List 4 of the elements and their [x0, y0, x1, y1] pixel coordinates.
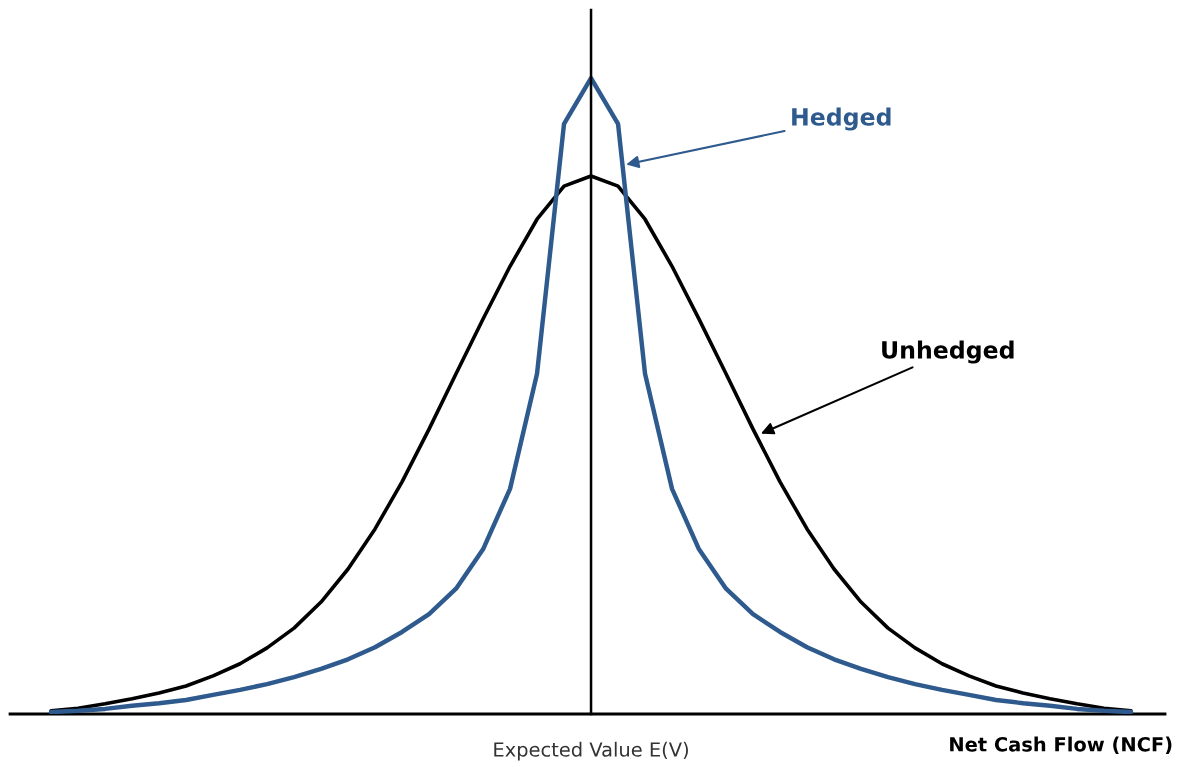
text: Unhedged: [882, 340, 1014, 364]
text: Expected Value E(V): [494, 741, 688, 761]
x-axis-title: Net Cash Flow (NCF): [950, 736, 1172, 754]
text: Hedged: [792, 107, 891, 131]
